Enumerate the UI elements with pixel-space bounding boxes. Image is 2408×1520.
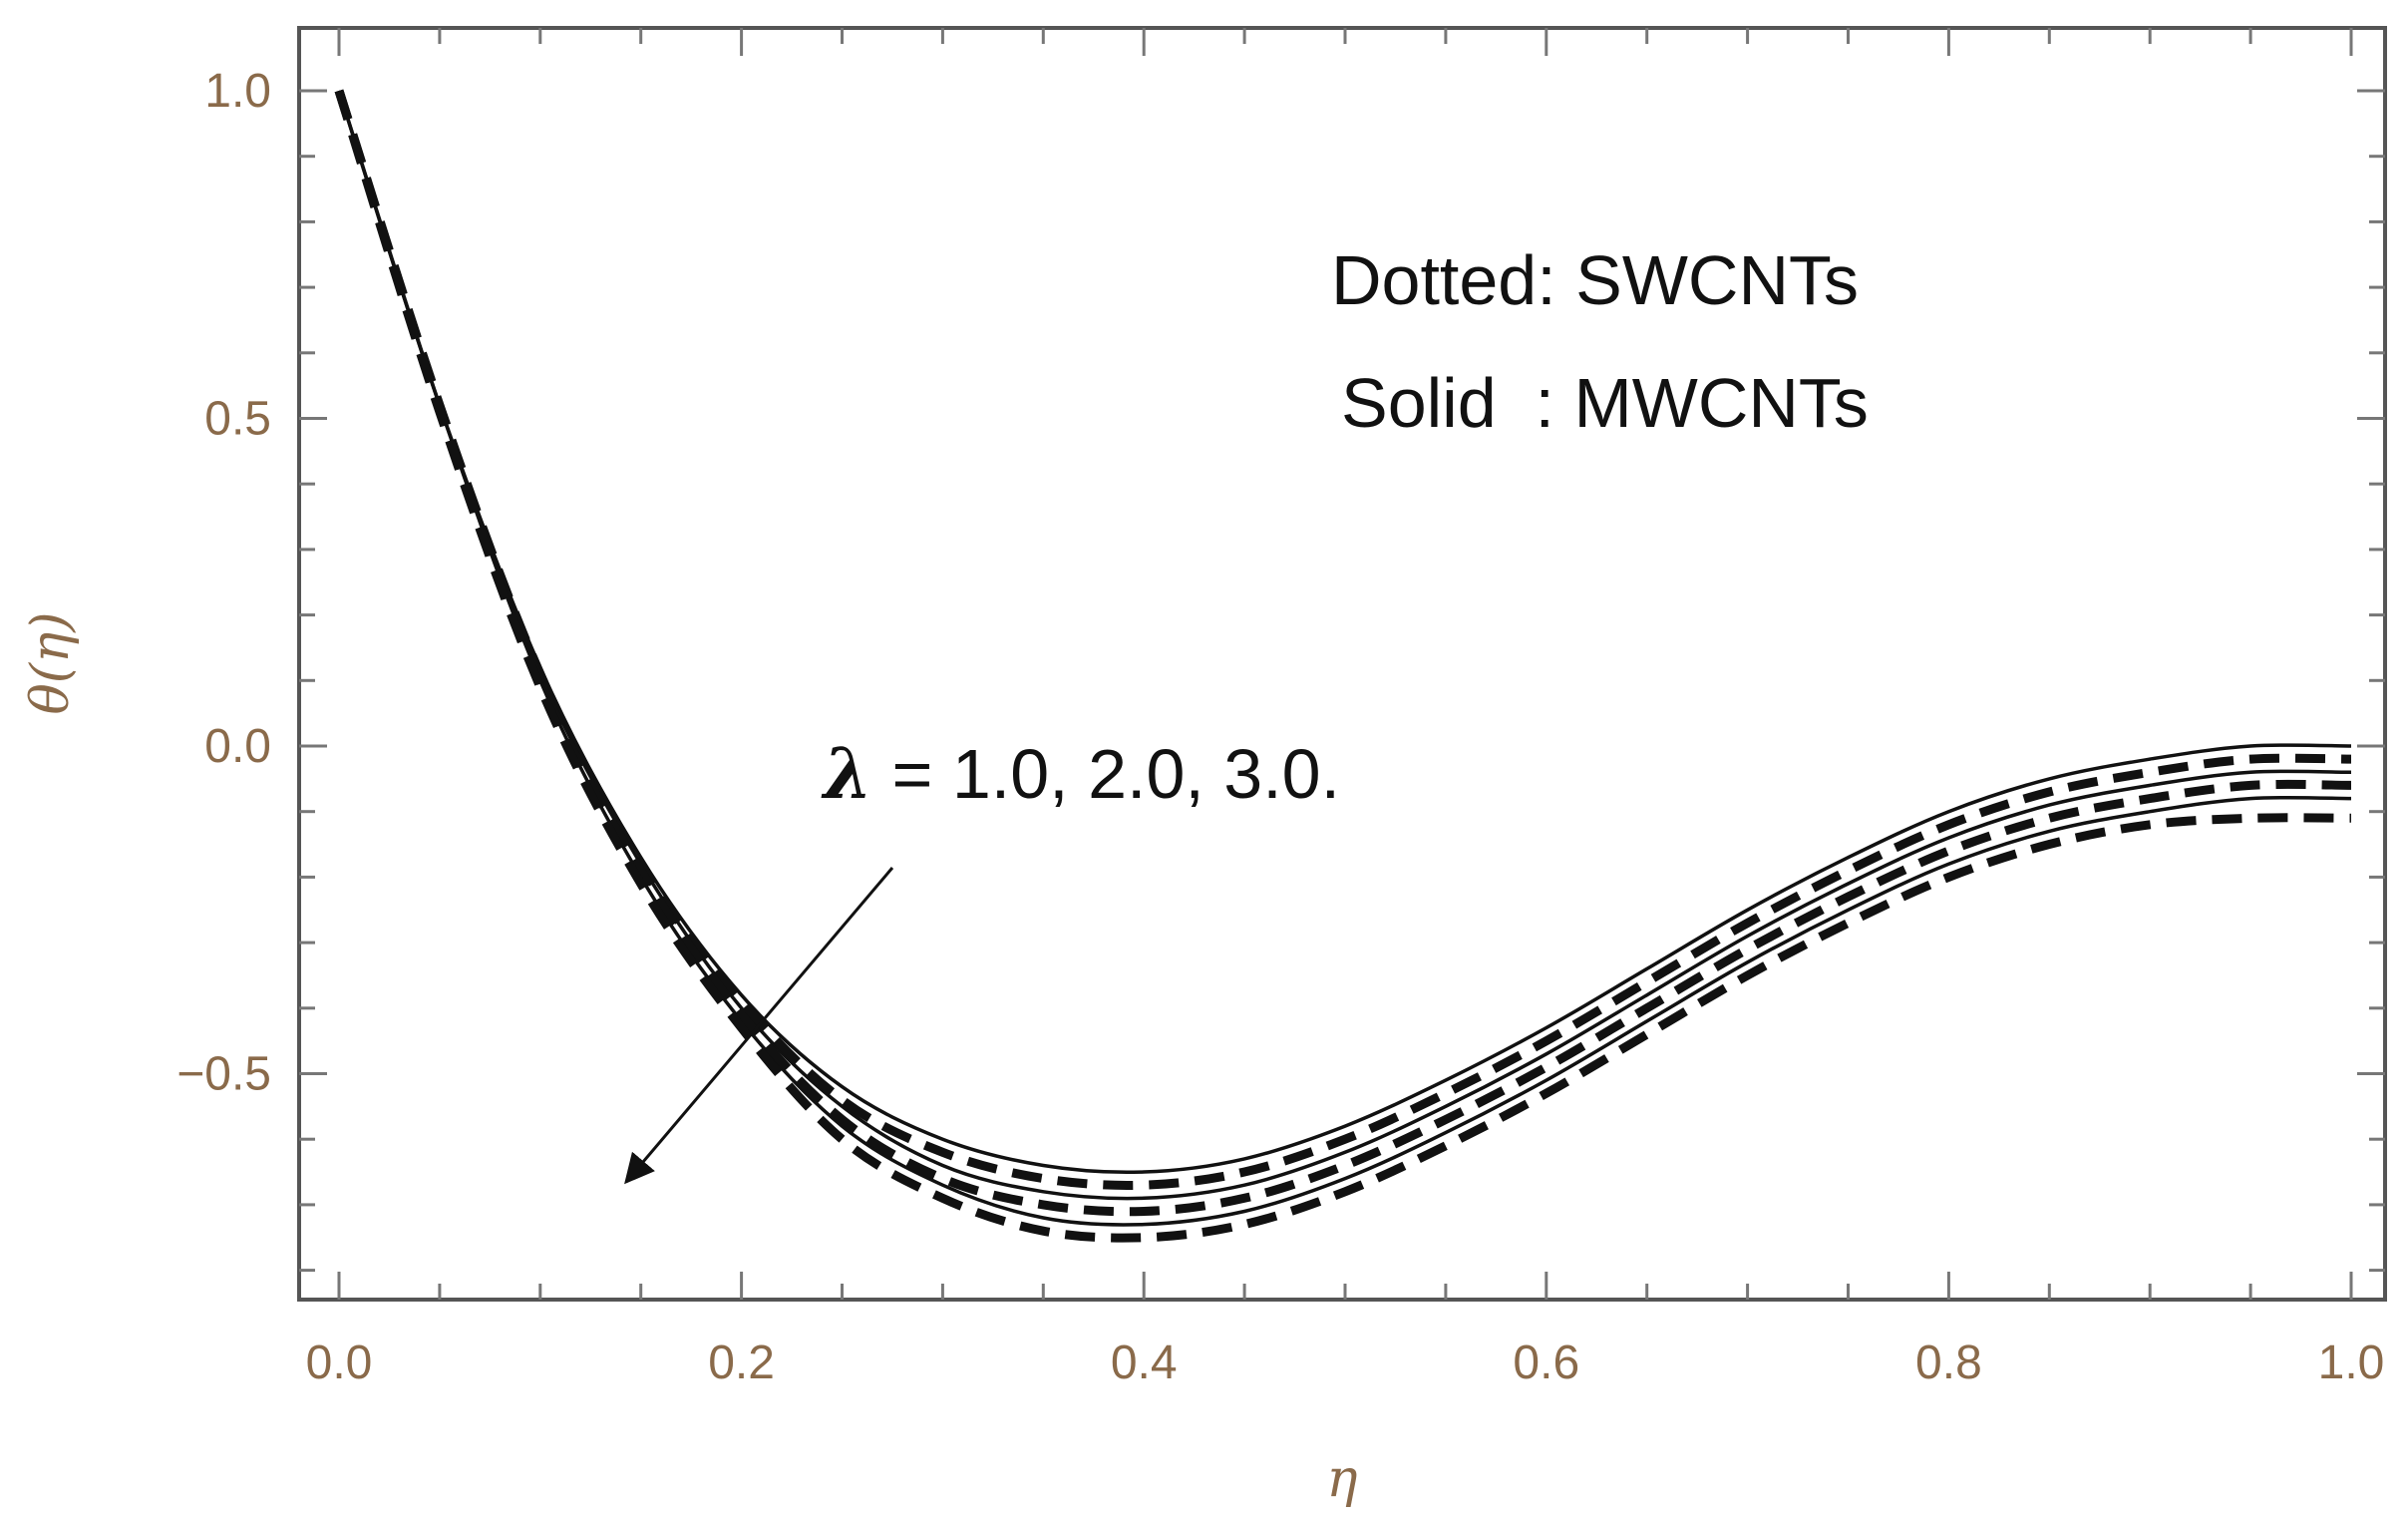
x-tick-label: 1.0 <box>2318 1336 2385 1389</box>
y-tick-label: −0.5 <box>176 1048 271 1101</box>
y-tick-label: 1.0 <box>204 65 271 118</box>
y-tick-label: 0.5 <box>204 393 271 446</box>
axis-ticks <box>299 28 2385 1300</box>
lambda-values: = 1.0, 2.0, 3.0. <box>892 735 1341 813</box>
y-axis-label: θ(η) <box>21 611 81 714</box>
x-tick-label: 0.8 <box>1915 1336 1982 1389</box>
legend-entry-swcnts: Dotted: SWCNTs <box>1331 241 1859 319</box>
tick-labels: 0.0 0.2 0.4 0.6 0.8 1.0 1.0 0.5 0.0 −0.5 <box>176 65 2384 1389</box>
x-tick-label: 0.0 <box>306 1336 373 1389</box>
x-axis-label: η <box>1326 1449 1357 1509</box>
y-tick-label: 0.0 <box>204 720 271 773</box>
legend-entry-mwcnts: Solid : MWCNTs <box>1341 364 1869 442</box>
parameter-annotation: λ = 1.0, 2.0, 3.0. <box>821 732 1340 815</box>
series-layer <box>334 89 2352 1243</box>
swcnt-curve <box>334 89 2352 1243</box>
x-tick-label: 0.4 <box>1111 1336 1178 1389</box>
plot-frame <box>297 26 2387 1302</box>
x-tick-label: 0.6 <box>1513 1336 1579 1389</box>
x-tick-label: 0.2 <box>708 1336 775 1389</box>
trend-arrow <box>624 867 894 1185</box>
lambda-symbol: λ <box>821 732 872 815</box>
